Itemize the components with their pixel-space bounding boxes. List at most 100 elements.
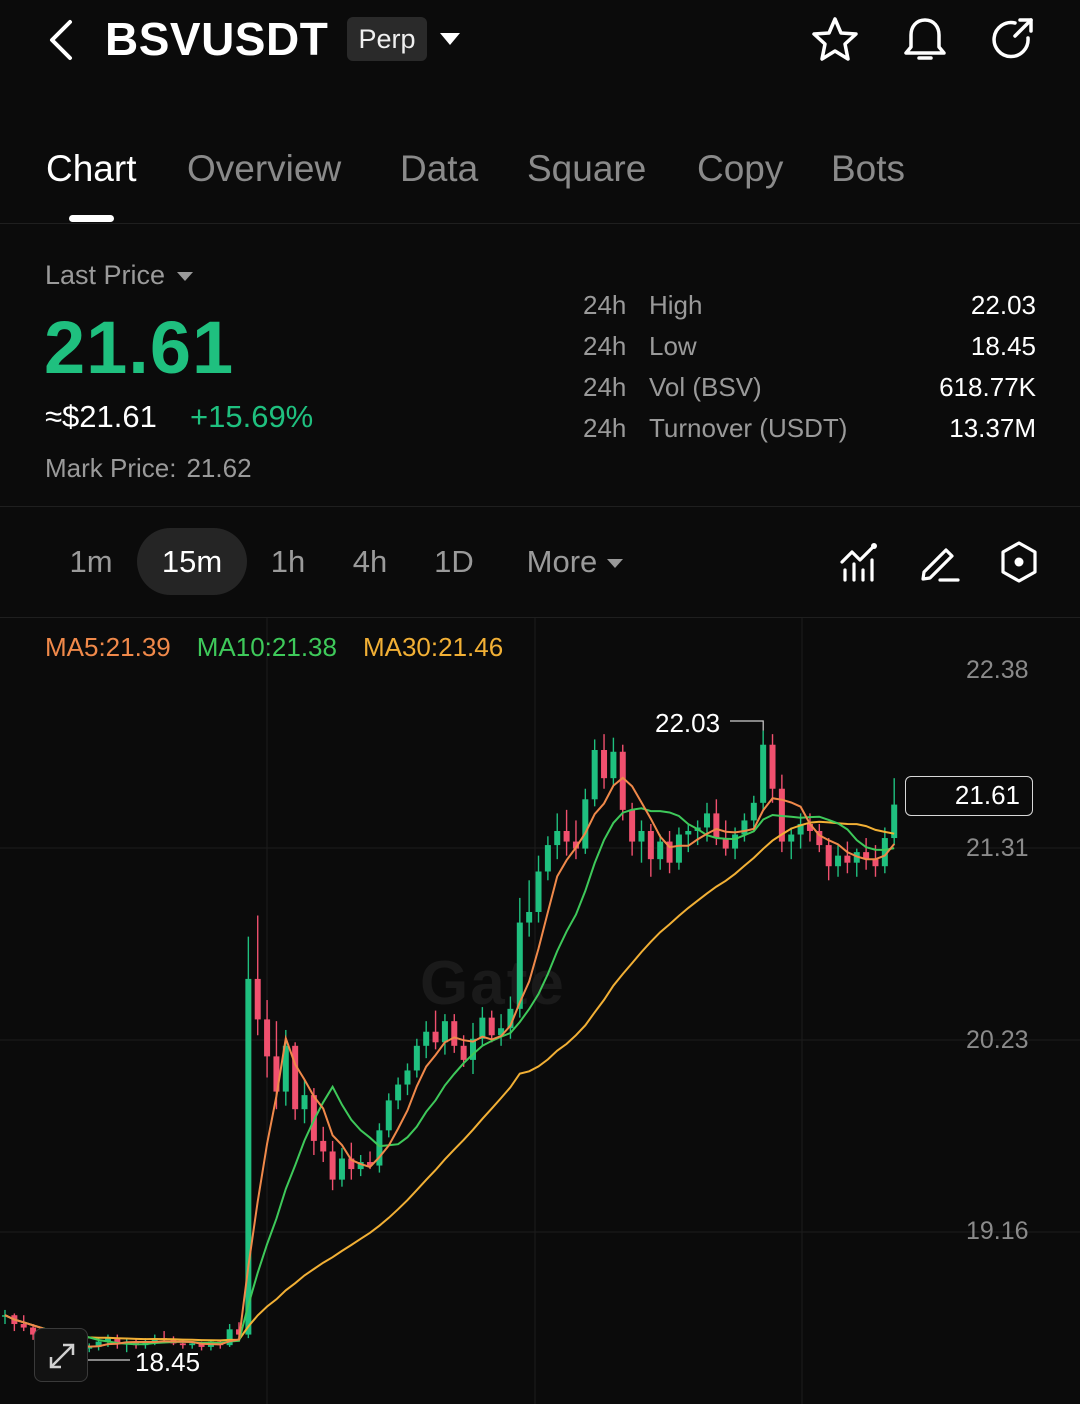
contract-type-badge: Perp [347,17,427,61]
candle-body [385,1100,392,1131]
candle-body [198,1343,205,1347]
candle-body [797,823,804,835]
settings-hexagon-icon[interactable] [997,540,1041,584]
stat-value: 13.37M [949,413,1036,443]
candle-body [713,813,720,839]
stat-name: High [649,290,703,320]
usd-equivalent-price: ≈$21.61 [45,399,157,434]
candle-body [610,751,617,779]
tab-overview[interactable]: Overview [187,148,342,189]
gate-watermark: Gate [420,949,566,1018]
tab-chart[interactable]: Chart [46,148,137,189]
chevron-down-icon[interactable] [438,30,462,48]
expand-chart-button[interactable] [34,1328,88,1382]
y-axis-tick: 21.31 [966,834,1029,862]
candle-body [460,1045,467,1060]
candle-body [647,830,654,860]
stat-prefix: 24h [583,331,627,361]
candle-body [872,859,879,867]
candle-body [86,1346,93,1349]
last-price-value: 21.61 [44,306,235,389]
candle-body [189,1343,196,1346]
candle-body [413,1045,420,1071]
candle-body [601,749,608,779]
ma10-label: MA10:21.38 [196,632,337,662]
interval-1m[interactable]: 1m [69,544,113,579]
candle-body [282,1045,289,1092]
candle-body [891,804,898,839]
candle-body [348,1158,355,1170]
indicators-icon[interactable] [838,540,882,584]
price-chart[interactable]: Gate MA5:21.39 MA10:21.38 MA30:21.46 22.38… [0,618,1080,1404]
candle-body [526,911,533,923]
y-axis-tick: 22.38 [966,656,1029,684]
candle-body [544,845,551,872]
stat-prefix: 24h [583,290,627,320]
tab-copy[interactable]: Copy [697,148,784,189]
candle-body [816,830,823,846]
candle-body [404,1070,411,1085]
candle-body [685,830,692,835]
candle-body [591,749,598,800]
candle-body [806,823,813,831]
candle-body [441,1021,448,1043]
candle-body [629,809,636,842]
candle-body [572,841,579,849]
caret-down-icon [177,272,194,282]
stat-name: Low [649,331,697,361]
draw-pen-icon[interactable] [918,540,962,584]
candle-body [666,841,673,863]
ma5-label: MA5:21.39 [45,632,171,662]
share-icon[interactable] [987,14,1039,66]
bell-icon[interactable] [899,14,951,66]
candle-body [619,751,626,810]
candle-body [367,1162,374,1166]
interval-more[interactable]: More [505,528,645,595]
mark-price-value: 21.62 [186,453,252,483]
star-icon[interactable] [809,14,861,66]
stat-name: Turnover (USDT) [649,413,848,443]
top-header: BSVUSDT Perp [0,0,1080,82]
interval-1h[interactable]: 1h [270,544,306,579]
candle-body [825,845,832,867]
tab-data[interactable]: Data [400,148,479,189]
mark-price: Mark Price: 21.62 [45,453,252,484]
candle-body [114,1338,121,1344]
back-icon[interactable] [42,16,82,64]
low-price-marker: 18.45 [135,1347,201,1377]
candle-body [722,838,729,849]
candle-body [488,1017,495,1036]
stat-value: 22.03 [970,290,1036,320]
candlestick-chart[interactable] [0,618,1080,1404]
mark-price-label: Mark Price: [45,453,177,483]
candle-body [657,841,664,860]
candle-body [881,838,888,867]
interval-1d[interactable]: 1D [434,544,474,579]
candle-body [470,1038,476,1060]
candle-body [535,871,542,912]
interval-15m[interactable]: 15m [137,528,247,595]
high-leader-line [730,720,764,731]
expand-icon [49,1343,75,1369]
candle-body [675,834,682,863]
interval-toolbar: 1m 15m 1h 4h 1D More [0,508,1080,618]
tab-bots[interactable]: Bots [831,148,906,189]
active-tab-indicator [69,215,114,222]
main-tabs: Chart Overview Data Square Copy Bots [0,140,1080,224]
interval-4h[interactable]: 4h [352,544,388,579]
candle-body [732,834,739,849]
tab-square[interactable]: Square [527,148,647,189]
symbol-title[interactable]: BSVUSDT [105,13,329,65]
ma30-label: MA30:21.46 [362,632,504,662]
candle-body [95,1341,102,1347]
candle-body [788,834,795,842]
candle-body [292,1045,299,1110]
last-price-label: Last Price [45,260,166,290]
candle-body [451,1021,458,1046]
candle-body [273,1056,280,1092]
candle-body [226,1329,233,1346]
stat-24h-low: 24h Low 18.45 [583,331,1036,365]
last-price-selector[interactable]: Last Price [45,260,194,291]
candle-body [20,1324,27,1328]
last-price-tag: 21.61 [905,776,1033,816]
